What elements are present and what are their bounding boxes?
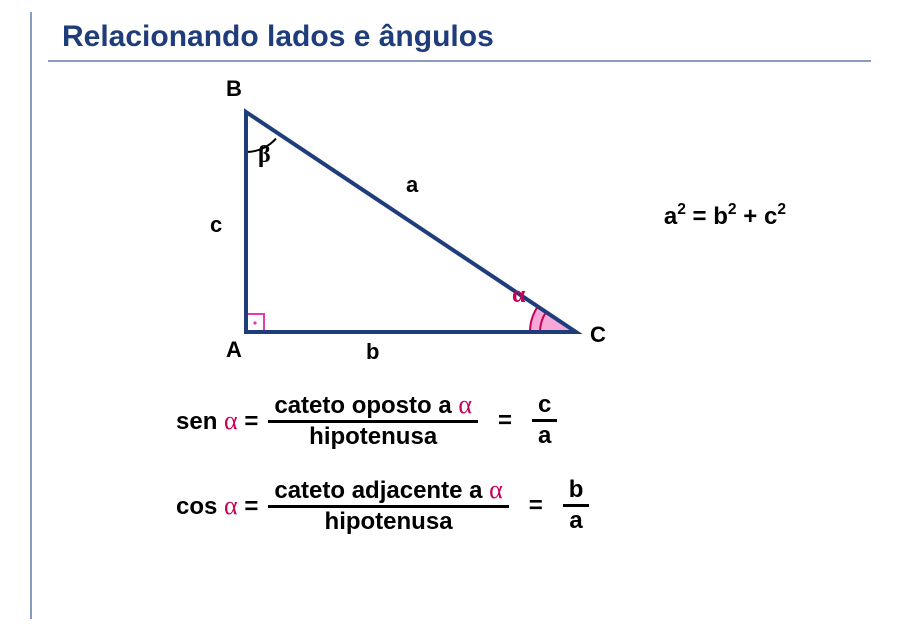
cos-lhs-pre: cos bbox=[176, 495, 224, 519]
vertex-A: A bbox=[226, 337, 242, 363]
side-b: b bbox=[366, 339, 379, 365]
cos-frac-words: cateto adjacente a α hipotenusa bbox=[268, 477, 508, 534]
sin-num-alpha: α bbox=[458, 390, 472, 419]
cos-num-pre: cateto adjacente a bbox=[274, 477, 489, 504]
triangle bbox=[246, 112, 576, 332]
angle-beta: β bbox=[258, 142, 271, 169]
cos-alpha: α bbox=[224, 493, 238, 519]
pyth-a: a bbox=[664, 203, 677, 230]
sin-frac-words: cateto oposto a α hipotenusa bbox=[268, 392, 478, 449]
formulas: sen α = cateto oposto a α hipotenusa = c… bbox=[176, 392, 736, 534]
cos-rhs-den: a bbox=[563, 507, 588, 533]
left-rule bbox=[30, 12, 32, 619]
formula-sin: sen α = cateto oposto a α hipotenusa = c… bbox=[176, 392, 736, 449]
sin-eq2: = bbox=[498, 409, 512, 433]
sin-rhs-num: c bbox=[532, 393, 557, 419]
pythagoras: a2 = b2 + c2 bbox=[664, 202, 786, 231]
sin-frac-letters: c a bbox=[532, 393, 557, 448]
cos-rhs-num: b bbox=[563, 478, 590, 504]
vertex-C: C bbox=[590, 322, 606, 348]
angle-alpha: α bbox=[512, 282, 525, 309]
sin-num-pre: cateto oposto a bbox=[274, 392, 458, 419]
triangle-svg bbox=[186, 82, 616, 372]
cos-eq2: = bbox=[529, 494, 543, 518]
sin-lhs-post: = bbox=[238, 410, 259, 434]
cos-lhs-post: = bbox=[238, 495, 259, 519]
sin-rhs-den: a bbox=[532, 422, 557, 448]
cos-den: hipotenusa bbox=[319, 508, 459, 534]
side-c: c bbox=[210, 212, 222, 238]
pyth-b: b bbox=[713, 203, 728, 230]
cos-frac-letters: b a bbox=[563, 478, 590, 533]
right-angle-dot bbox=[253, 321, 256, 324]
page-title: Relacionando lados e ângulos bbox=[48, 20, 871, 54]
pyth-eq: = bbox=[693, 203, 707, 230]
formula-cos: cos α = cateto adjacente a α hipotenusa … bbox=[176, 477, 736, 534]
cos-num-alpha: α bbox=[489, 475, 503, 504]
diagram-area: A B C a b c β α a2 = b2 + c2 bbox=[36, 72, 856, 372]
sin-alpha: α bbox=[224, 408, 238, 434]
title-underline: Relacionando lados e ângulos bbox=[48, 20, 871, 62]
pyth-c: c bbox=[764, 203, 777, 230]
vertex-B: B bbox=[226, 76, 242, 102]
sin-lhs-pre: sen bbox=[176, 410, 224, 434]
sin-den: hipotenusa bbox=[303, 423, 443, 449]
side-a: a bbox=[406, 172, 418, 198]
